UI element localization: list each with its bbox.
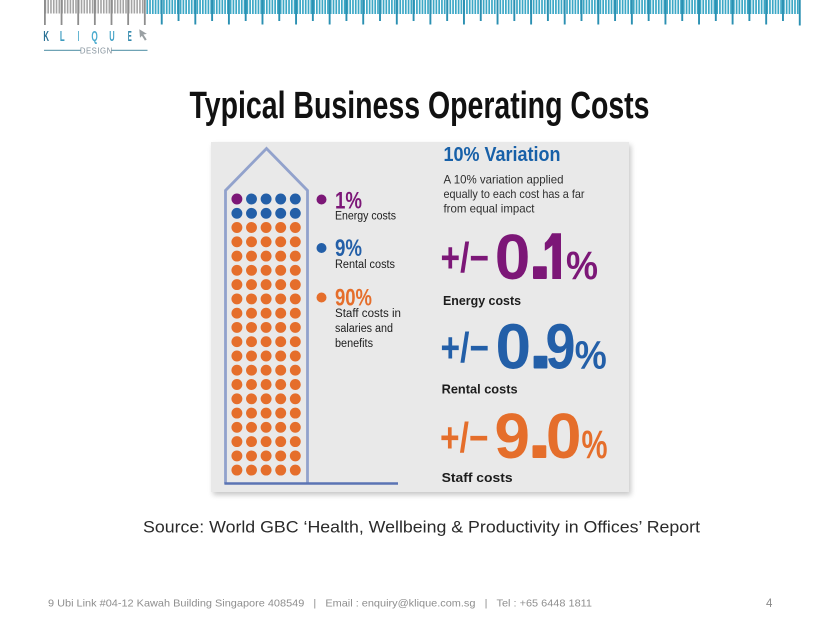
svg-text:%: % (575, 334, 607, 378)
svg-text:DESIGN: DESIGN (80, 46, 113, 55)
svg-text:Rental costs: Rental costs (335, 259, 395, 271)
svg-text:K: K (43, 28, 49, 45)
svg-text:L: L (60, 28, 65, 45)
svg-text:A 10% variation applied: A 10% variation applied (444, 173, 564, 187)
svg-text:9 Ubi Link #04-12 Kawah Buildi: 9 Ubi Link #04-12 Kawah Building Singapo… (48, 599, 592, 610)
svg-text:4: 4 (766, 598, 773, 610)
svg-text:Energy costs: Energy costs (335, 211, 396, 223)
svg-text:9: 9 (494, 400, 530, 472)
svg-text:Staff costs: Staff costs (442, 470, 513, 485)
svg-text:9%: 9% (335, 235, 362, 262)
svg-text:E: E (128, 28, 132, 45)
svg-text:+/−: +/− (441, 234, 490, 281)
svg-text:0: 0 (496, 311, 532, 383)
svg-text:9: 9 (546, 311, 576, 383)
svg-text:I: I (78, 28, 80, 45)
svg-text:90%: 90% (335, 285, 372, 312)
svg-text:Staff costs in: Staff costs in (335, 308, 401, 320)
svg-text:from equal impact: from equal impact (444, 202, 536, 216)
svg-text:benefits: benefits (335, 338, 373, 350)
svg-text:0: 0 (495, 221, 531, 293)
svg-text:10% Variation: 10% Variation (444, 143, 561, 166)
svg-text:Energy costs: Energy costs (443, 293, 521, 308)
svg-text:0: 0 (546, 400, 582, 472)
svg-text:%: % (582, 423, 608, 467)
svg-text:+/−: +/− (440, 414, 489, 461)
svg-text:Rental costs: Rental costs (442, 382, 518, 397)
svg-text:Q: Q (91, 28, 97, 45)
svg-text:Typical Business Operating Cos: Typical Business Operating Costs (190, 85, 650, 127)
svg-text:%: % (566, 244, 598, 288)
svg-text:U: U (109, 28, 114, 45)
svg-text:+/−: +/− (441, 324, 490, 371)
svg-text:1%: 1% (335, 188, 362, 215)
svg-text:salaries and: salaries and (335, 323, 393, 335)
svg-text:equally to each cost has a far: equally to each cost has a far (444, 187, 585, 201)
svg-text:Source: World GBC ‘Health, Wel: Source: World GBC ‘Health, Wellbeing & P… (143, 518, 700, 537)
